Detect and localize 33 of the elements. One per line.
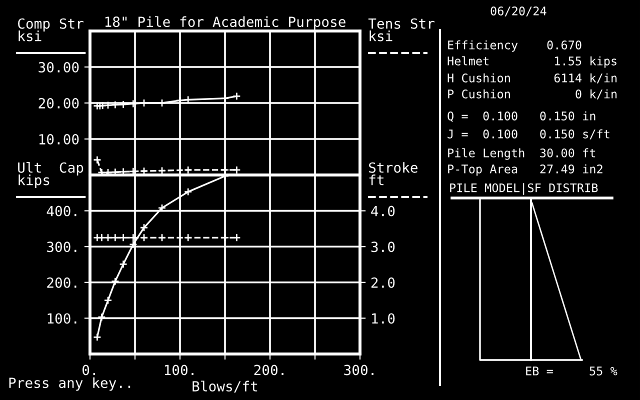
text: PILE MODEL|SF DISTRIB	[450, 183, 598, 195]
x-axis-title: Blows/ft	[192, 380, 258, 393]
text: P Cushion 0 k/in	[448, 89, 617, 100]
y2-tick-label: 4.0	[371, 206, 395, 216]
text: P-Top Area 27.49 in2	[448, 164, 602, 176]
y2-tick-label: 2.0	[371, 277, 395, 288]
y-axis-title: Ult Cap kips	[18, 162, 84, 188]
x-tick-label: 100.	[164, 364, 194, 376]
chart-title: 18" Pile for Academic Purpose	[105, 16, 346, 30]
y2-axis-title: Tens Str ksi	[368, 18, 434, 42]
text: Efficiency 0.670	[448, 40, 582, 52]
text: Q = 0.100 0.150 in	[448, 111, 596, 122]
text: J = 0.100 0.150 s/ft	[448, 129, 610, 140]
text: H Cushion 6114 k/in	[448, 73, 617, 84]
text: Press any key..	[9, 377, 130, 391]
x-tick-label: 0.	[82, 364, 96, 376]
x-tick-label: 300.	[344, 364, 374, 376]
y-tick-label: 30.00	[38, 62, 79, 73]
y2-tick-label: 3.0	[371, 242, 395, 252]
text: Helmet 1.55 kips	[448, 56, 616, 68]
y2-tick-label: 1.0	[372, 313, 395, 324]
y-tick-label: 100.	[48, 313, 76, 324]
text: EB = 55 %	[526, 366, 618, 376]
text: 06/20/24	[490, 6, 546, 16]
y-tick-label: 10.00	[39, 134, 79, 145]
y-tick-label: 200.	[47, 277, 76, 288]
y2-axis-title: Stroke ft	[369, 162, 418, 186]
y-axis-title: Comp Str ksi	[18, 18, 84, 42]
y-tick-label: 300.	[47, 242, 76, 252]
y-tick-label: 400.	[46, 206, 76, 216]
x-tick-label: 200.	[254, 364, 284, 376]
y-tick-label: 20.00	[38, 98, 79, 109]
text: Pile Length 30.00 ft	[448, 148, 596, 160]
